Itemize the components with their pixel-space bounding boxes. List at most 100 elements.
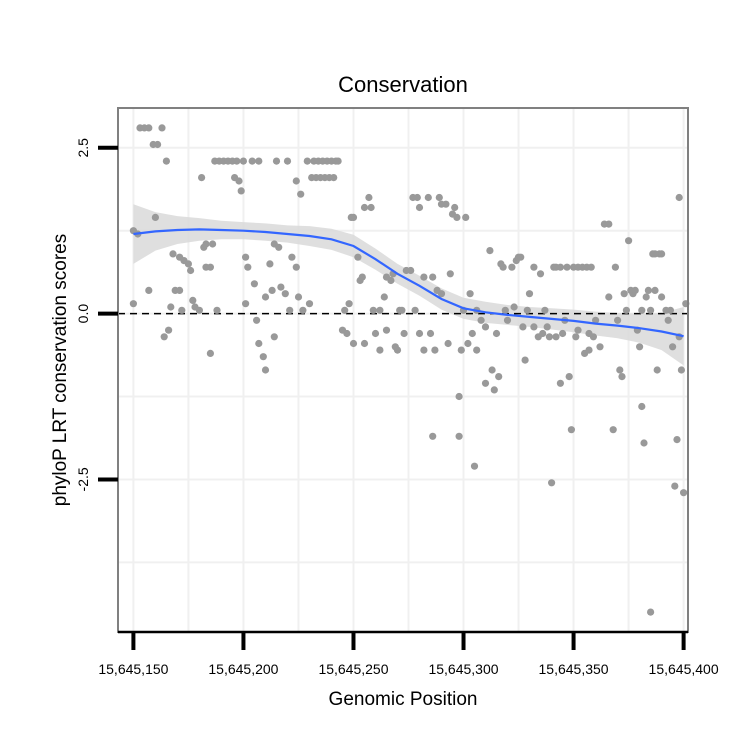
data-point	[541, 306, 549, 314]
data-point	[435, 193, 443, 202]
panel-border	[117, 107, 689, 633]
data-point	[371, 329, 380, 338]
data-point	[574, 326, 582, 334]
data-point	[510, 303, 518, 311]
x-tick-label: 15,645,150	[98, 661, 168, 677]
data-point	[167, 303, 175, 311]
data-point	[382, 326, 391, 334]
data-point	[233, 157, 241, 165]
data-point	[525, 290, 534, 298]
data-point	[539, 329, 547, 338]
data-point	[160, 333, 168, 341]
data-point	[169, 250, 177, 258]
data-point	[455, 432, 463, 440]
data-point	[413, 193, 421, 202]
data-point	[675, 193, 683, 202]
data-point	[334, 157, 342, 165]
data-point	[198, 174, 206, 182]
data-point	[158, 124, 166, 132]
data-point	[292, 177, 300, 185]
data-point	[151, 213, 159, 221]
data-point	[473, 346, 481, 354]
data-point	[596, 343, 604, 351]
data-point	[261, 293, 270, 301]
data-point	[330, 174, 338, 182]
smooth-line-layer	[133, 228, 684, 338]
data-point	[365, 193, 373, 202]
data-point	[281, 290, 289, 298]
data-point	[275, 243, 283, 251]
data-point	[178, 306, 186, 314]
data-point	[666, 306, 675, 314]
data-point	[499, 263, 507, 271]
data-point	[213, 306, 221, 314]
data-point	[530, 263, 538, 271]
data-point	[292, 263, 300, 271]
data-point	[455, 392, 463, 401]
data-point	[393, 346, 402, 354]
data-point	[376, 306, 384, 314]
data-point	[195, 306, 203, 314]
data-point	[563, 263, 571, 271]
data-point	[631, 286, 639, 294]
data-point	[354, 253, 362, 261]
data-point	[589, 333, 598, 341]
data-point	[658, 250, 666, 258]
data-point	[605, 293, 613, 301]
data-point	[616, 366, 624, 374]
data-point	[444, 339, 452, 348]
data-point	[470, 462, 479, 470]
data-point	[677, 366, 686, 374]
data-point	[486, 247, 494, 255]
data-point	[242, 300, 250, 308]
data-point	[145, 124, 153, 132]
data-point	[587, 263, 595, 271]
data-point	[653, 366, 661, 374]
data-point	[640, 439, 648, 447]
data-point	[536, 270, 545, 278]
x-tick-label: 15,645,250	[318, 661, 388, 677]
data-point	[349, 213, 358, 221]
data-point	[495, 373, 503, 381]
y-tick-label: 0.0	[75, 304, 91, 324]
data-point	[556, 379, 565, 387]
data-point	[442, 200, 450, 208]
data-point	[622, 306, 631, 314]
data-point	[237, 187, 245, 195]
data-point	[572, 333, 580, 341]
data-point	[259, 353, 267, 361]
data-point	[457, 346, 465, 354]
data-point	[411, 306, 419, 314]
data-point	[636, 343, 644, 351]
y-axis-title: phyloP LRT conservation scores	[50, 234, 71, 507]
data-point	[647, 306, 655, 314]
data-point	[464, 339, 472, 348]
data-point	[592, 316, 600, 324]
data-point	[565, 373, 573, 381]
data-point	[343, 329, 351, 338]
data-point	[644, 286, 653, 294]
data-point	[530, 323, 538, 331]
data-point	[466, 290, 474, 298]
data-point	[614, 316, 622, 324]
data-point	[523, 306, 531, 314]
data-point	[206, 263, 214, 271]
data-point	[426, 329, 435, 338]
y-tick-label: 2.5	[75, 138, 91, 158]
data-point	[154, 140, 162, 149]
data-point	[462, 213, 470, 221]
data-point	[424, 193, 432, 202]
data-point	[239, 157, 247, 165]
data-point	[508, 263, 516, 271]
data-point	[556, 263, 565, 271]
data-point	[446, 270, 454, 278]
data-point	[266, 260, 274, 268]
data-point	[415, 203, 424, 212]
data-point	[429, 432, 437, 440]
data-point	[244, 263, 252, 271]
data-point	[492, 329, 501, 338]
data-point	[184, 260, 192, 268]
data-point	[680, 489, 688, 497]
data-point	[345, 300, 353, 308]
